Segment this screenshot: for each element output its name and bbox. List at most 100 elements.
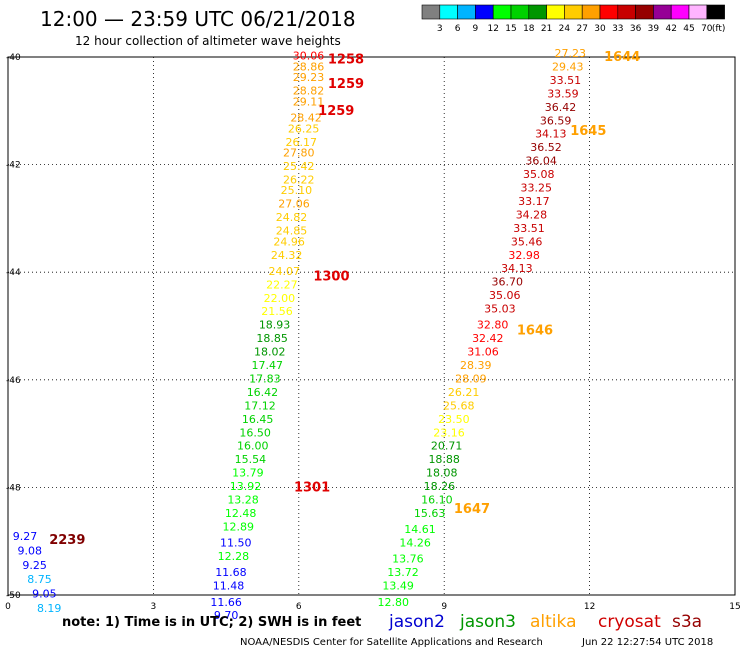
wave-height-cryosat: 18.02 xyxy=(254,346,286,359)
scale-label: 24 xyxy=(559,24,571,34)
wave-height-altika: 29.43 xyxy=(552,60,584,73)
scale-label: 42 xyxy=(665,24,676,34)
wave-height-altika: 28.09 xyxy=(455,372,487,385)
wave-height-altika: 25.68 xyxy=(443,399,475,412)
wave-height-altika: 26.21 xyxy=(448,386,480,399)
wave-height-s3a: 9.05 xyxy=(32,588,57,601)
y-tick-label: -40 xyxy=(6,53,21,63)
wave-height-cryosat: 11.50 xyxy=(220,537,252,550)
wave-height-cryosat: 12.28 xyxy=(218,550,250,563)
scale-swatch xyxy=(457,4,476,20)
time-label: 1259 xyxy=(328,77,364,92)
scale-label: 6 xyxy=(455,24,461,34)
wave-height-cryosat: 29.11 xyxy=(293,95,325,108)
scale-swatch xyxy=(670,4,690,20)
scale-unit: (ft) xyxy=(712,24,726,34)
wave-height-altika: 23.50 xyxy=(438,413,470,426)
time-label: 1644 xyxy=(604,50,640,65)
scale-label: 3 xyxy=(437,24,443,34)
scale-label: 15 xyxy=(505,24,516,34)
time-label: 1300 xyxy=(313,270,349,285)
wave-height-altika: 15.63 xyxy=(414,507,446,520)
x-tick-label: 0 xyxy=(5,602,11,612)
scale-swatch xyxy=(492,4,512,20)
wave-height-cryosat: 24.32 xyxy=(271,249,303,262)
wave-height-altika: 35.08 xyxy=(523,168,555,181)
wave-height-cryosat: 22.27 xyxy=(266,278,298,291)
satellite-legend: jason2 jason3 altika cryosat s3a xyxy=(388,612,702,632)
satellite-cryosat: cryosat xyxy=(598,612,661,632)
y-tick-label: -42 xyxy=(6,161,21,171)
footer-credit: NOAA/NESDIS Center for Satellite Applica… xyxy=(240,637,543,648)
x-tick-label: 3 xyxy=(151,602,157,612)
wave-height-cryosat: 11.48 xyxy=(213,580,245,593)
time-label: 1646 xyxy=(517,323,553,338)
wave-height-altika: 35.46 xyxy=(511,235,543,248)
wave-height-s3a: 9.25 xyxy=(22,559,47,572)
wave-height-altika: 34.13 xyxy=(501,262,533,275)
satellite-jason2: jason2 xyxy=(388,612,445,632)
wave-height-altika: 33.51 xyxy=(550,74,582,87)
plot-area xyxy=(7,56,736,596)
scale-swatch xyxy=(688,4,708,20)
wave-height-altika: 35.06 xyxy=(489,289,521,302)
wave-height-cryosat: 11.66 xyxy=(210,596,242,609)
wave-height-cryosat: 22.00 xyxy=(264,292,296,305)
wave-height-altika: 18.26 xyxy=(424,480,456,493)
time-label: 1258 xyxy=(328,53,364,68)
wave-height-cryosat: 17.12 xyxy=(244,399,276,412)
wave-height-cryosat: 26.22 xyxy=(283,173,315,186)
scale-swatch xyxy=(510,4,530,20)
wave-height-altika: 33.25 xyxy=(521,182,553,195)
wave-height-altika: 28.39 xyxy=(460,359,492,372)
wave-height-altika: 14.26 xyxy=(399,537,431,550)
wave-height-cryosat: 28.86 xyxy=(293,60,325,73)
time-label: 1647 xyxy=(454,502,490,517)
wave-height-altika: 33.51 xyxy=(513,222,545,235)
scale-swatch xyxy=(635,4,654,20)
wave-height-cryosat: 27.06 xyxy=(278,198,310,211)
wave-height-cryosat: 25.10 xyxy=(281,184,313,197)
wave-height-altika: 13.76 xyxy=(392,553,424,566)
wave-height-cryosat: 11.68 xyxy=(215,566,247,579)
scale-label: 9 xyxy=(473,24,479,34)
wave-height-s3a: 8.19 xyxy=(37,602,62,615)
wave-height-s3a: 9.08 xyxy=(18,545,43,558)
wave-height-altika: 33.17 xyxy=(518,195,550,208)
wave-height-cryosat: 25.42 xyxy=(283,160,315,173)
wave-height-altika: 14.61 xyxy=(404,523,436,536)
satellite-altika: altika xyxy=(530,612,577,632)
wave-height-cryosat: 17.47 xyxy=(252,359,284,372)
wave-height-altika: 18.08 xyxy=(426,467,458,480)
wave-height-altika: 36.04 xyxy=(525,155,557,168)
chart-title: 12:00 — 23:59 UTC 06/21/2018 xyxy=(40,7,356,31)
wave-height-altika: 18.88 xyxy=(428,453,460,466)
wave-height-altika: 32.98 xyxy=(508,249,540,262)
chart-subtitle: 12 hour collection of altimeter wave hei… xyxy=(75,34,341,48)
wave-height-cryosat: 12.48 xyxy=(225,507,257,520)
x-tick-label: 9 xyxy=(441,602,447,612)
scale-swatch xyxy=(439,4,458,20)
scale-label: 33 xyxy=(612,24,623,34)
satellite-s3a: s3a xyxy=(672,612,702,632)
wave-height-altika: 16.10 xyxy=(421,494,453,507)
scale-label: 39 xyxy=(648,24,660,34)
wave-height-altika: 34.13 xyxy=(535,128,567,141)
wave-height-altika: 35.03 xyxy=(484,303,516,316)
x-tick-label: 6 xyxy=(296,602,302,612)
wave-height-cryosat: 13.28 xyxy=(227,494,259,507)
y-tick-label: -46 xyxy=(6,376,21,386)
time-label: 2239 xyxy=(49,533,85,548)
wave-height-cryosat: 28.82 xyxy=(293,85,325,98)
scale-label: 36 xyxy=(630,24,642,34)
wave-height-cryosat: 24.82 xyxy=(276,211,308,224)
wave-height-cryosat: 26.17 xyxy=(285,136,317,149)
wave-height-cryosat: 29.23 xyxy=(293,71,325,84)
wave-height-altika: 36.42 xyxy=(545,101,577,114)
wave-height-cryosat: 27.80 xyxy=(283,147,315,160)
wave-height-s3a: 9.27 xyxy=(13,530,38,543)
scale-label: 27 xyxy=(576,24,587,34)
wave-height-cryosat: 24.96 xyxy=(273,235,305,248)
wave-height-altika: 36.52 xyxy=(530,141,562,154)
scale-swatch xyxy=(599,4,619,20)
